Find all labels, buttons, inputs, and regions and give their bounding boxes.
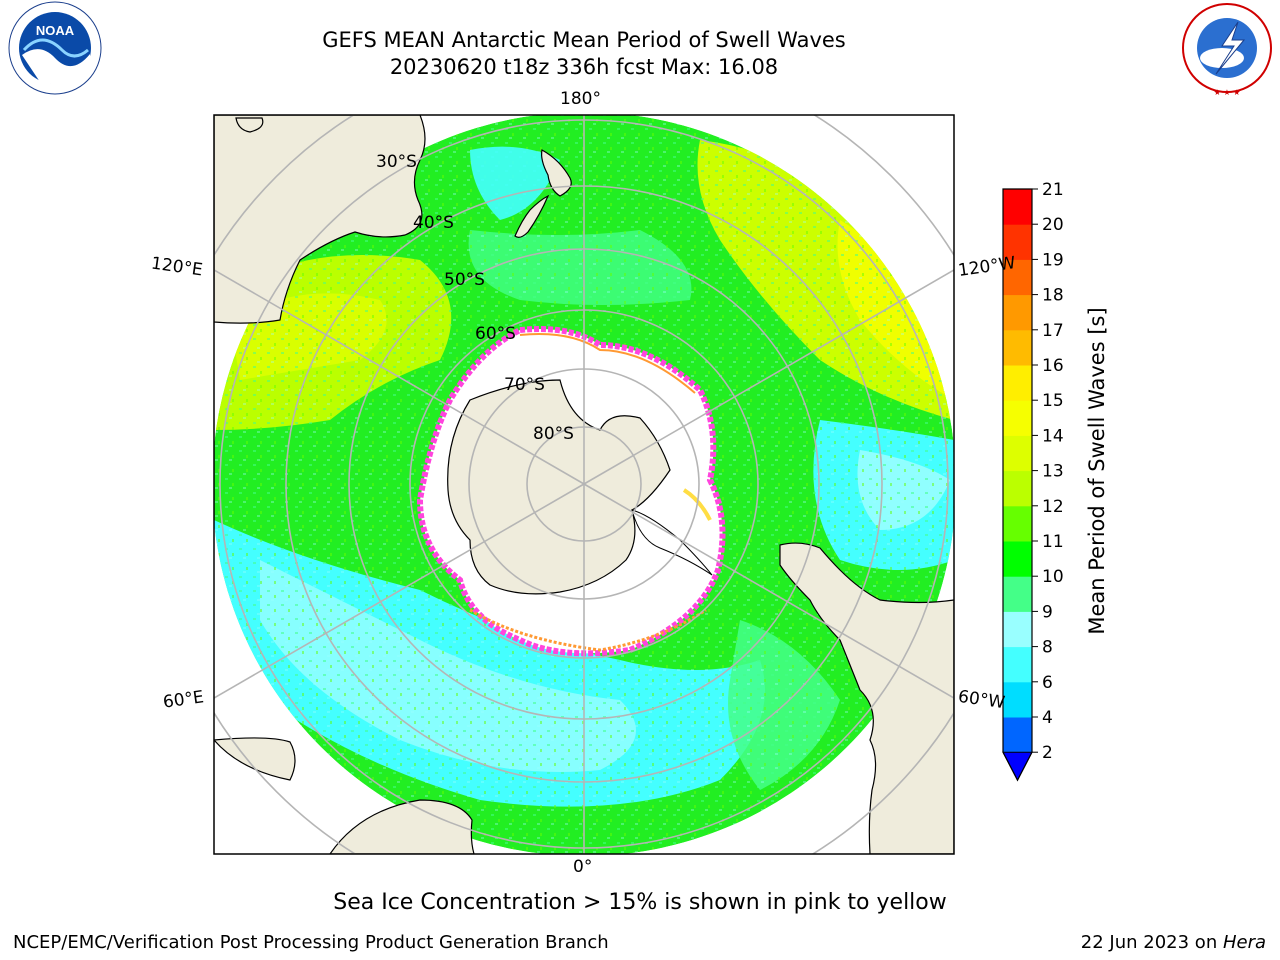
colorbar-segment (1003, 681, 1032, 718)
colorbar-tick-label: 15 (1042, 391, 1064, 411)
colorbar-tick-label: 21 (1042, 180, 1064, 200)
colorbar-tick-label: 12 (1042, 497, 1064, 517)
colorbar-segment (1003, 224, 1032, 260)
lat-label-70s: 70°S (504, 375, 545, 395)
colorbar-segment (1003, 505, 1032, 542)
footer-date-text: 22 Jun 2023 on (1080, 932, 1223, 953)
colorbar-tick-label: 9 (1042, 602, 1053, 622)
colorbar-outline (1002, 188, 1033, 782)
colorbar: 21 20 19 18 17 16 15 14 13 12 11 10 9 8 6 4 2 (1002, 180, 1064, 782)
colorbar-segment (1003, 189, 1032, 225)
graticule (214, 115, 954, 854)
colorbar-segment (1003, 611, 1032, 648)
footer-date: 22 Jun 2023 on Hera (1081, 932, 1266, 953)
lat-label-30s: 30°S (376, 152, 417, 172)
colorbar-label: Mean Period of Swell Waves [s] (1085, 307, 1109, 635)
footer-machine: Hera (1222, 932, 1266, 953)
colorbar-segment (1003, 435, 1032, 472)
colorbar-segment (1003, 470, 1032, 507)
colorbar-segment (1003, 365, 1032, 401)
colorbar-segment (1003, 400, 1032, 436)
colorbar-segment (1003, 294, 1032, 331)
colorbar-tick-label: 8 (1042, 638, 1053, 658)
colorbar-tick-label: 20 (1042, 215, 1064, 235)
nws-logo: ★ ★ ★ (1182, 3, 1272, 97)
lat-label-60s: 60°S (475, 324, 516, 344)
colorbar-tick-label: 18 (1042, 286, 1064, 306)
colorbar-tick-label: 6 (1042, 673, 1053, 693)
colorbar-tick-label: 10 (1042, 567, 1064, 587)
colorbar-extend-arrow (1002, 751, 1033, 782)
svg-text:★ ★ ★: ★ ★ ★ (1214, 88, 1241, 97)
colorbar-segment (1003, 541, 1032, 577)
lon-label-180: 180° (560, 89, 601, 109)
colorbar-segment (1003, 576, 1032, 612)
colorbar-segment (1003, 646, 1032, 683)
colorbar-segment (1003, 329, 1032, 366)
colorbar-tick-label: 14 (1042, 426, 1064, 446)
colorbar-segment (1003, 717, 1032, 753)
noaa-logo: NOAA (8, 1, 102, 95)
colorbar-tick-label: 13 (1042, 462, 1064, 482)
colorbar-tick-label: 4 (1042, 708, 1053, 728)
colorbar-tick-label: 2 (1042, 743, 1053, 763)
lat-label-80s: 80°S (533, 424, 574, 444)
colorbar-tick-label: 19 (1042, 250, 1064, 270)
map-border (213, 114, 955, 855)
lat-label-40s: 40°S (413, 213, 454, 233)
lat-label-50s: 50°S (444, 270, 485, 290)
sea-ice-note: Sea Ice Concentration > 15% is shown in … (333, 890, 947, 915)
colorbar-tick-label: 17 (1042, 321, 1064, 341)
colorbar-tick-label: 11 (1042, 532, 1064, 552)
noaa-logo-text: NOAA (36, 23, 75, 38)
footer-credit: NCEP/EMC/Verification Post Processing Pr… (13, 932, 609, 953)
lon-label-0: 0° (573, 857, 593, 877)
chart-title: GEFS MEAN Antarctic Mean Period of Swell… (322, 28, 846, 52)
colorbar-tick-label: 16 (1042, 356, 1064, 376)
chart-subtitle: 20230620 t18z 336h fcst Max: 16.08 (389, 55, 779, 79)
colorbar-segment (1003, 259, 1032, 296)
land (214, 115, 954, 854)
